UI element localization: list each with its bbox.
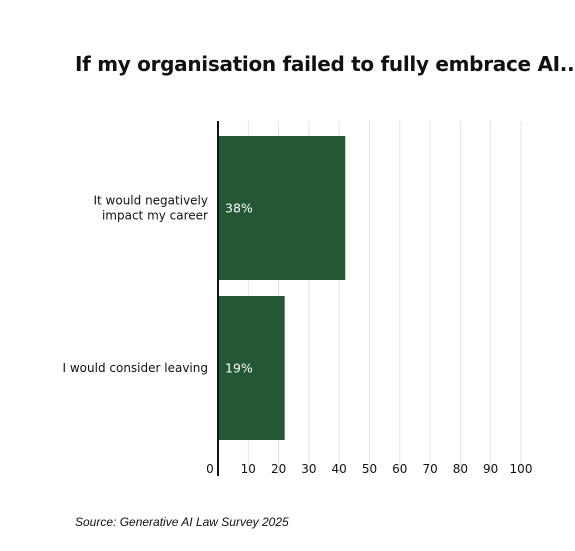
x-tick-label: 90: [483, 462, 498, 476]
category-label: It would negatively: [93, 194, 208, 208]
x-tick-labels: 0 10 20 30 40 50 60 70 80 90 100: [206, 462, 532, 476]
x-tick-label: 20: [271, 462, 286, 476]
x-tick-label: 40: [332, 462, 347, 476]
x-tick-label: 0: [206, 462, 214, 476]
category-label: impact my career: [102, 209, 208, 223]
bar: [218, 296, 285, 440]
data-labels: 38% 19%: [225, 201, 253, 376]
x-tick-label: 60: [392, 462, 407, 476]
source-note: Source: Generative AI Law Survey 2025: [75, 515, 289, 529]
x-tick-label: 30: [301, 462, 316, 476]
x-tick-label: 50: [362, 462, 377, 476]
data-label: 38%: [225, 201, 253, 216]
bar: [218, 136, 346, 280]
x-tick-label: 100: [510, 462, 533, 476]
x-tick-label: 70: [422, 462, 437, 476]
x-tick-label: 80: [453, 462, 468, 476]
x-tick-label: 10: [241, 462, 256, 476]
bars: [218, 136, 346, 440]
chart-title: If my organisation failed to fully embra…: [75, 52, 575, 76]
category-label: I would consider leaving: [63, 361, 209, 375]
data-label: 19%: [225, 361, 253, 376]
